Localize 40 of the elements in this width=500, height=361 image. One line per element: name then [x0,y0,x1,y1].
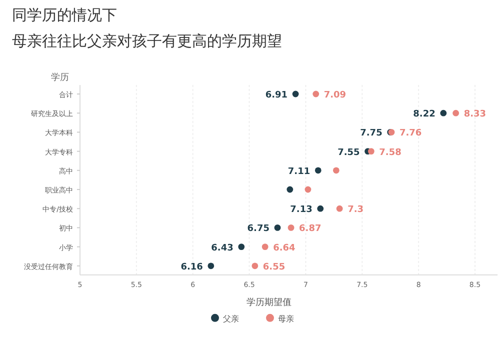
data-label: 6.43 [211,243,234,254]
data-label: 6.75 [247,224,270,234]
point [332,167,340,174]
point [452,110,460,116]
data-label: 8.33 [464,110,486,120]
point [304,186,312,193]
data-label: 7.58 [379,148,402,158]
point [292,90,299,98]
point [274,224,281,231]
data-label: 7.11 [288,166,310,177]
data-label: 7.75 [360,128,382,139]
data-label: 7.09 [324,90,346,100]
data-label: 7.76 [399,128,422,139]
point [208,262,214,270]
data-label: 6.87 [299,224,322,234]
legend-label: 母亲 [278,314,294,324]
data-label: 6.55 [262,262,286,272]
point [317,205,324,212]
point [440,110,447,116]
point [314,167,322,174]
data-label: 6.64 [273,243,296,254]
point [286,186,294,193]
data-label: 8.22 [413,110,436,120]
point [368,148,374,154]
data-label: 6.91 [265,90,288,100]
data-label: 7.3 [348,205,364,216]
data-label: 7.55 [338,148,360,158]
point [312,90,320,98]
point [288,224,294,231]
x-axis-title: 学历期望值 [246,296,292,308]
legend-label: 父亲 [223,314,239,324]
point [252,262,258,270]
data-label: 7.13 [290,205,312,216]
data-label: 6.16 [180,262,203,272]
point [262,244,268,250]
y-axis-title: 学历 [51,72,69,83]
point [336,205,343,212]
point [238,244,245,250]
chart-subtitle: 母亲往往比父亲对孩子有更高的学历期望 [12,32,282,50]
chart-title: 同学历的情况下 [12,6,117,24]
